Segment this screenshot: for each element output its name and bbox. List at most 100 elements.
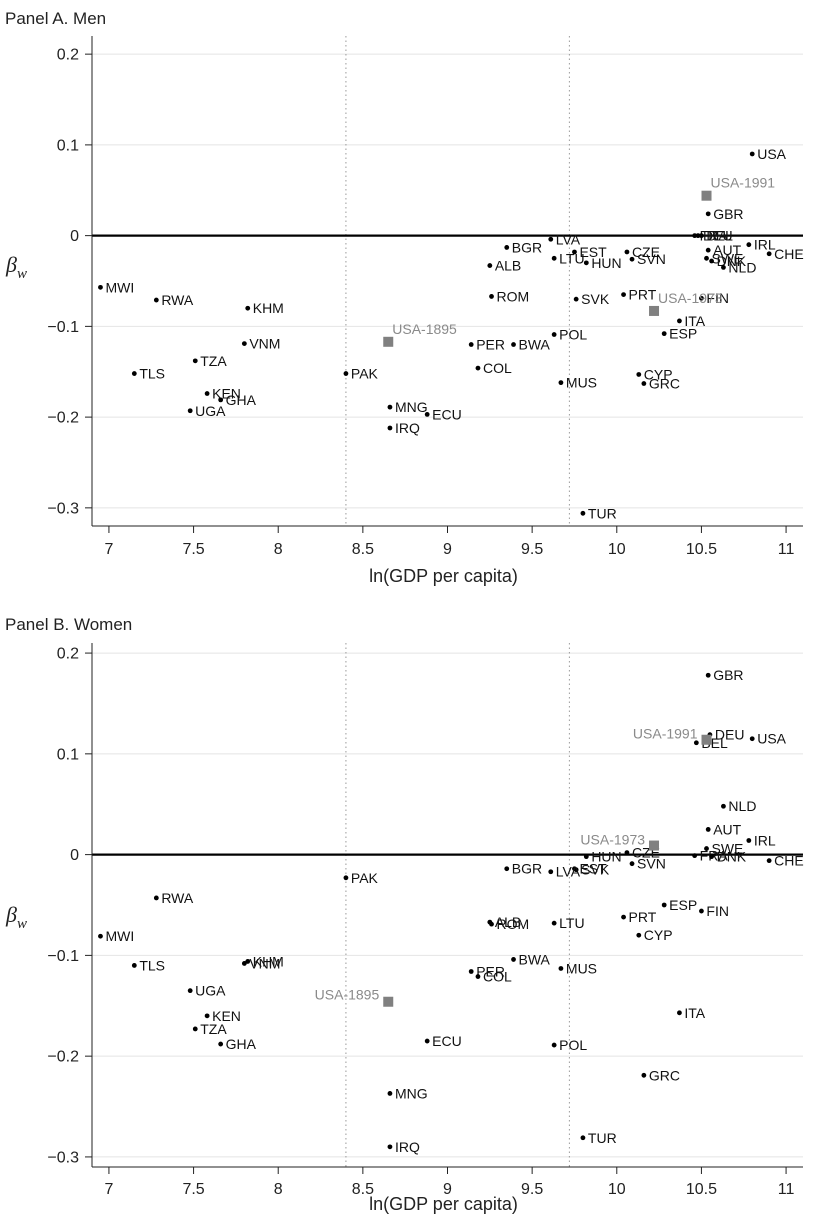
- data-point: BGR: [504, 861, 542, 877]
- data-point: GBR: [705, 667, 744, 683]
- point-label: MNG: [395, 1085, 428, 1101]
- usa-benchmark-label: USA-1973: [580, 832, 645, 848]
- y-tick-label: 0: [70, 847, 79, 864]
- data-point: RWA: [153, 890, 194, 906]
- point-label: GHA: [226, 1036, 257, 1052]
- point-marker: [204, 391, 210, 396]
- point-marker: [489, 921, 494, 927]
- data-point: KEN: [204, 386, 241, 402]
- point-label: ITA: [684, 1005, 705, 1021]
- point-label: SVN: [637, 251, 666, 267]
- y-tick-label: −0.2: [47, 1049, 79, 1066]
- point-marker: [636, 372, 642, 377]
- point-marker: [558, 380, 564, 386]
- point-label: AUT: [713, 242, 741, 258]
- point-label: FRA: [700, 848, 729, 864]
- point-marker: [661, 331, 667, 337]
- x-tick-label: 8.5: [352, 1181, 374, 1198]
- data-point: PAK: [343, 366, 379, 382]
- point-label: PER: [476, 337, 505, 353]
- y-tick-label: −0.3: [47, 500, 79, 517]
- data-point: UGA: [187, 403, 226, 419]
- point-marker: [746, 838, 752, 843]
- point-marker: [621, 292, 626, 298]
- point-marker: [624, 850, 630, 855]
- point-marker: [551, 332, 557, 337]
- point-label: BGR: [512, 861, 542, 877]
- point-label: CHE: [774, 246, 804, 262]
- point-marker: [704, 255, 709, 261]
- point-marker: [677, 1010, 682, 1016]
- x-axis-title: ln(GDP per capita): [369, 1194, 518, 1214]
- data-point: TZA: [192, 353, 227, 369]
- point-label: NLD: [728, 259, 756, 275]
- point-marker: [580, 510, 586, 516]
- data-point: TLS: [131, 366, 165, 382]
- point-label: ITA: [684, 313, 705, 329]
- data-point: VNM: [241, 336, 280, 352]
- usa-benchmark: USA-1895: [383, 321, 457, 347]
- point-marker: [705, 827, 711, 832]
- x-axis-title: ln(GDP per capita): [369, 566, 518, 586]
- point-label: KEN: [212, 1008, 241, 1024]
- point-label: CYP: [644, 366, 673, 382]
- point-marker: [489, 294, 494, 299]
- point-marker: [749, 151, 755, 157]
- data-point: ITA: [677, 1005, 706, 1021]
- x-tick-label: 11: [778, 1181, 795, 1198]
- point-marker: [705, 211, 711, 217]
- x-tick-label: 10.5: [686, 541, 717, 558]
- data-point: ESP: [661, 897, 697, 913]
- y-axis-title-subscript: w: [17, 916, 27, 932]
- point-label: UGA: [195, 403, 226, 419]
- data-point: PRT: [621, 909, 657, 925]
- point-marker: [692, 853, 698, 859]
- point-label: GRC: [649, 376, 680, 392]
- x-tick-label: 7: [104, 541, 113, 558]
- data-point: SWE: [704, 841, 743, 857]
- point-label: KHM: [253, 300, 284, 316]
- data-point: HUN: [583, 849, 622, 865]
- point-label: IRL: [754, 833, 776, 849]
- data-point: FIN: [699, 290, 729, 306]
- point-marker: [218, 1041, 224, 1047]
- data-point: ESP: [661, 326, 697, 342]
- point-marker: [583, 854, 589, 860]
- panel-title: Panel B. Women: [5, 615, 132, 634]
- point-label: KHM: [253, 953, 284, 969]
- data-point: ROM: [489, 288, 529, 304]
- x-tick-label: 10: [608, 541, 626, 558]
- data-point: RWA: [153, 292, 194, 308]
- point-marker: [468, 342, 474, 347]
- data-point: MWI: [98, 928, 134, 944]
- usa-benchmark-label: USA-1991: [633, 726, 698, 742]
- y-axis-title-symbol: β: [5, 252, 17, 277]
- point-marker: [551, 255, 557, 261]
- data-point: SWE: [704, 250, 743, 266]
- point-label: LTU: [559, 915, 584, 931]
- point-label: TLS: [139, 957, 165, 973]
- data-point: AUT: [705, 242, 742, 258]
- point-label: ECU: [432, 406, 462, 422]
- point-marker: [468, 969, 474, 974]
- data-point: MNG: [387, 399, 428, 415]
- point-marker: [709, 258, 714, 264]
- data-point: TLS: [131, 957, 165, 973]
- data-point: USA: [749, 731, 787, 747]
- point-label: DNK: [717, 849, 747, 865]
- point-label: MUS: [566, 960, 597, 976]
- point-marker: [424, 1038, 430, 1044]
- usa-benchmark-label: USA-1973: [658, 290, 723, 306]
- point-marker: [621, 914, 626, 920]
- panel-title: Panel A. Men: [5, 9, 106, 28]
- point-label: BEL: [706, 228, 733, 244]
- point-marker: [746, 242, 752, 248]
- data-point: MUS: [558, 375, 597, 391]
- data-point: BGR: [504, 239, 542, 255]
- point-marker: [677, 318, 682, 324]
- data-point: SVK: [573, 291, 610, 307]
- usa-benchmark-label: USA-1991: [711, 175, 776, 191]
- y-axis-title-symbol: β: [5, 902, 17, 927]
- point-label: RWA: [161, 890, 194, 906]
- point-marker: [699, 908, 704, 914]
